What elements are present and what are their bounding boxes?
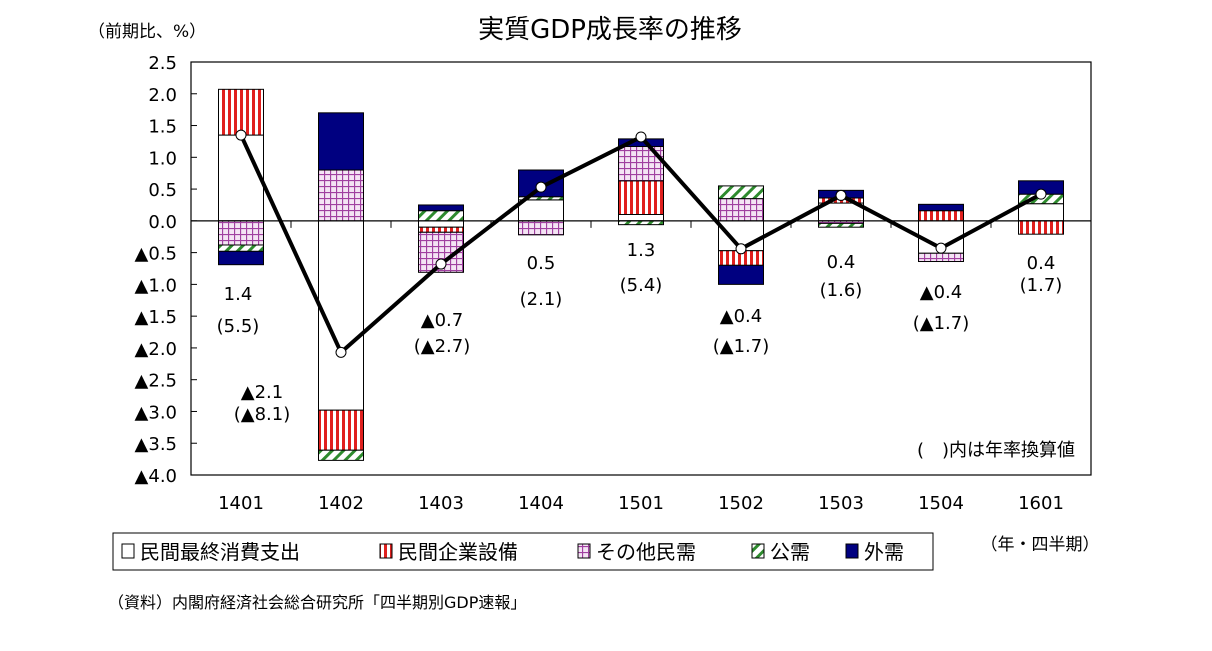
data-label-annualized: (▲1.7) [713, 336, 770, 357]
y-axis-label: （前期比、%） [88, 22, 206, 42]
growth-point [335, 346, 347, 358]
x-tick-label: 1403 [418, 493, 464, 514]
growth-point [535, 181, 547, 193]
legend-swatch [845, 543, 859, 559]
y-tick-label: ▲2.0 [135, 339, 177, 360]
growth-point [1035, 188, 1047, 200]
bar-segment [318, 112, 364, 171]
data-label-annualized: (▲2.7) [414, 336, 471, 357]
y-tick-label: 2.0 [148, 85, 177, 106]
annotation: ( )内は年率換算値 [917, 440, 1075, 461]
bar-segment [218, 220, 264, 246]
growth-point [435, 258, 447, 270]
bar-segment [618, 213, 664, 222]
bar-segment [718, 185, 764, 200]
x-tick-label: 1503 [818, 493, 864, 514]
legend-swatch [577, 543, 591, 559]
legend-label: 民間最終消費支出 [140, 540, 300, 564]
x-tick-label: 1601 [1018, 493, 1064, 514]
bar-segment [918, 210, 964, 222]
legend-swatch [379, 543, 393, 559]
growth-point [735, 243, 747, 255]
y-tick-label: 1.0 [148, 148, 177, 169]
bar-segment [718, 198, 764, 222]
x-axis-label: （年・四半期） [981, 535, 1100, 555]
chart-title: 実質GDP成長率の推移 [478, 15, 742, 45]
data-label-value: 1.4 [224, 284, 253, 305]
data-label-value: ▲2.1 [241, 382, 283, 403]
x-tick-label: 1402 [318, 493, 364, 514]
data-label-annualized: (1.6) [820, 280, 863, 301]
bar-segment [418, 220, 464, 228]
y-tick-label: 2.5 [148, 53, 177, 74]
bar-segment [418, 204, 464, 212]
bar-segment [918, 203, 964, 212]
bar-segment [518, 220, 564, 236]
data-label-value: ▲0.4 [720, 306, 762, 327]
data-label-annualized: (▲1.7) [913, 313, 970, 334]
bar-segment [218, 134, 264, 222]
data-label-annualized: (▲8.1) [234, 404, 291, 425]
data-label-annualized: (1.7) [1020, 275, 1063, 296]
bar-segment [618, 180, 664, 215]
y-tick-label: ▲0.5 [135, 244, 177, 265]
data-label-value: 1.3 [627, 240, 656, 261]
bar-segment [718, 264, 764, 285]
data-label-value: ▲0.7 [421, 310, 463, 331]
y-tick-label: ▲1.5 [135, 307, 177, 328]
x-tick-label: 1501 [618, 493, 664, 514]
y-tick-label: ▲2.5 [135, 371, 177, 392]
x-tick-label: 1502 [718, 493, 764, 514]
growth-point [935, 242, 947, 254]
y-tick-label: ▲3.0 [135, 402, 177, 423]
x-tick-label: 1504 [918, 493, 964, 514]
bar-segment [418, 226, 464, 233]
bar-segment [318, 409, 364, 451]
legend-label: 外需 [864, 540, 904, 564]
data-label-value: 0.4 [827, 252, 856, 273]
bar-segment [218, 250, 264, 266]
data-label-value: ▲0.4 [920, 282, 962, 303]
legend-swatch [751, 543, 765, 559]
bar-segment [218, 244, 264, 252]
y-tick-label: 0.5 [148, 180, 177, 201]
data-label-annualized: (2.1) [520, 289, 563, 310]
data-label-annualized: (5.4) [620, 275, 663, 296]
bar-segment [518, 199, 564, 222]
bar-segment [818, 222, 864, 228]
y-tick-label: 1.5 [148, 117, 177, 138]
bar-segment [418, 210, 464, 222]
legend-label: 民間企業設備 [398, 540, 518, 564]
legend: 民間最終消費支出 民間企業設備 その他民需 公需 外需 [112, 532, 934, 571]
data-label-value: 0.5 [527, 253, 556, 274]
legend-swatch [121, 543, 135, 559]
y-tick-label: ▲4.0 [135, 466, 177, 487]
source-note: （資料）内閣府経済社会総合研究所「四半期別GDP速報」 [108, 593, 526, 612]
x-tick-label: 1401 [218, 493, 264, 514]
x-tick-label: 1404 [518, 493, 564, 514]
data-label-annualized: (5.5) [217, 316, 260, 337]
y-tick-label: ▲3.5 [135, 434, 177, 455]
y-tick-label: 0.0 [148, 212, 177, 233]
y-tick-label: ▲1.0 [135, 275, 177, 296]
bar-segment [218, 88, 264, 136]
bar-segment [1018, 203, 1064, 222]
growth-point [635, 131, 647, 143]
bar-segment [318, 449, 364, 461]
legend-label: 公需 [770, 540, 810, 564]
data-label-value: 0.4 [1027, 253, 1056, 274]
bar-segment [318, 169, 364, 222]
growth-point [235, 129, 247, 141]
bar-segment [1018, 220, 1064, 235]
legend-label: その他民需 [596, 540, 696, 564]
bar-segment [918, 252, 964, 263]
growth-point [835, 189, 847, 201]
